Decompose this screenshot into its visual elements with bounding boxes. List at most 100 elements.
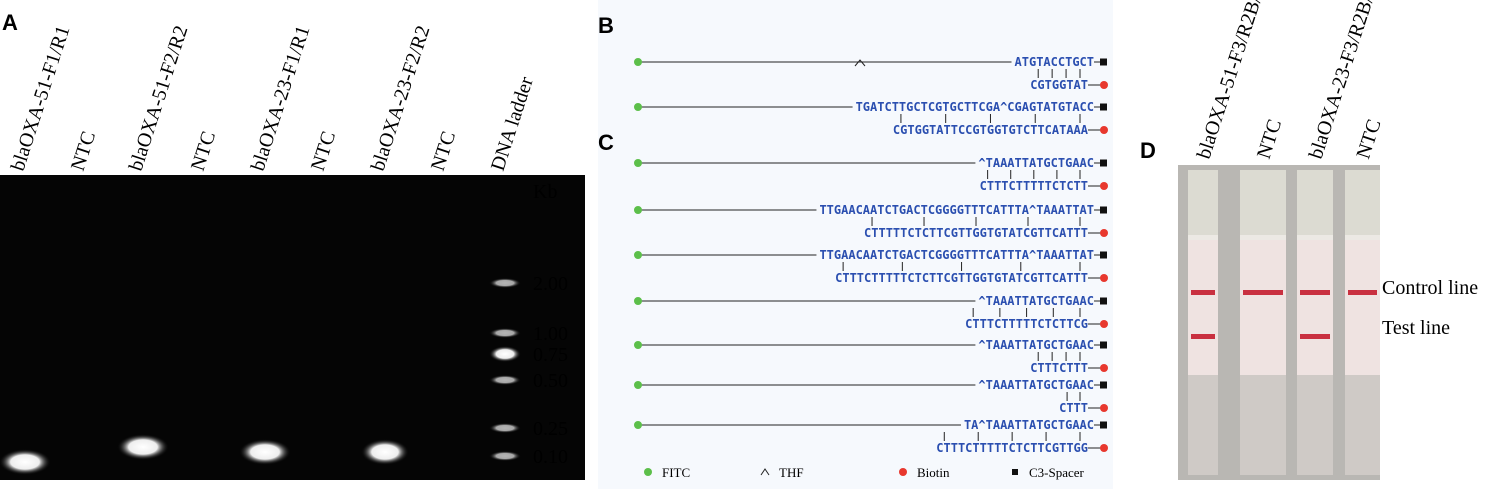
thf-marker [854,59,866,67]
lane-label: DNA ladder [487,74,538,174]
top-strand: ^TAAATTATGCTGAAC [978,338,1094,352]
test-line-label: Test line [1382,317,1450,339]
lane-label: blaOXA-23-F1/R1 [247,23,315,174]
top-strand: TTGAACAATCTGACTCGGGGTTTCATTTA^TAAATTAT [819,248,1094,262]
strip-pad [1240,375,1286,475]
strip-pad [1240,170,1286,235]
bottom-strand: CGTGGTATTCCGTGGTGTCTTCATAAA [893,123,1089,137]
fitc-marker [634,103,642,111]
test-line [1300,334,1330,339]
dna-band [239,439,291,465]
control-line [1300,290,1330,295]
biotin-marker [1100,320,1108,328]
top-strand: ^TAAATTATGCTGAAC [978,156,1094,170]
biotin-marker [1100,126,1108,134]
sequence-panel [598,0,1113,489]
ladder-label: 0.50 [533,370,568,392]
strip-pad [1345,375,1380,475]
strip-pad [1188,170,1218,235]
lane-label: NTC [307,129,340,174]
legend-label: C3-Spacer [1029,465,1085,480]
fitc-marker [634,159,642,167]
dna-band [361,439,409,465]
strip-window [1240,240,1286,375]
ladder-label: 0.75 [533,344,568,366]
strip-window [1188,240,1218,375]
lane-label: blaOXA-23-F2/R2 [367,23,435,174]
top-strand: TGATCTTGCTCGTGCTTCGA^CGAGTATGTACC [856,100,1094,114]
legend-label: THF [779,465,804,480]
bottom-strand: CTTTTTCTCTTCGTTGGTGTATCGTTCATTT [864,226,1088,240]
ladder-label: 0.10 [533,446,568,468]
fitc-marker [634,58,642,66]
ladder-label: 0.25 [533,418,568,440]
top-strand: ^TAAATTATGCTGAAC [978,378,1094,392]
ladder-band [489,375,521,385]
top-strand: ^TAAATTATGCTGAAC [978,294,1094,308]
control-line-label: Control line [1382,277,1478,299]
lane-label: NTC [187,129,220,174]
fitc-marker [634,381,642,389]
biotin-marker [1100,274,1108,282]
dna-band [117,434,169,460]
fitc-marker [634,421,642,429]
lane-label: NTC [67,129,100,174]
top-strand: TA^TAAATTATGCTGAAC [964,418,1094,432]
strip-window [1297,240,1333,375]
spacer-marker [1100,381,1107,389]
fitc-marker [634,251,642,259]
biotin-marker [1100,81,1108,89]
bottom-strand: CTTTCTTTTTCTCTTCGTTGG [936,441,1088,455]
fitc-marker [634,297,642,305]
biotin-marker [1100,364,1108,372]
panel-label: B [598,13,614,38]
strip-pad [1188,375,1218,475]
legend-symbol [644,468,652,476]
strip-label: NTC [1253,117,1286,162]
top-strand: ATGTACCTGCT [1015,55,1094,69]
ladder-band [489,423,521,433]
bottom-strand: CTTTCTTTTTCTCTT [980,179,1088,193]
spacer-marker [1100,297,1107,305]
biotin-marker [1100,229,1108,237]
lane-label: blaOXA-51-F2/R2 [125,23,193,174]
lane-label: NTC [427,129,460,174]
spacer-marker [1100,206,1107,214]
bottom-strand: CTTTCTTT [1030,361,1088,375]
control-line [1243,290,1283,295]
legend-label: Biotin [917,465,950,480]
ladder-band [489,346,521,362]
control-line [1348,290,1377,295]
legend-symbol [760,468,770,476]
strip-window [1345,240,1380,375]
strip-pad [1297,375,1333,475]
panel-label: A [2,10,18,35]
spacer-marker [1100,103,1107,111]
bottom-strand: CGTGGTAT [1030,78,1088,92]
ladder-band [489,328,521,338]
panel-label: C [598,130,614,155]
bottom-strand: CTTT [1059,401,1088,415]
spacer-marker [1100,341,1107,349]
ladder-label: 1.00 [533,323,568,345]
panel-label: D [1140,138,1156,163]
bottom-strand: CTTTCTTTTTCTCTTCGTTGGTGTATCGTTCATTT [835,271,1088,285]
dna-band [0,449,51,475]
legend-label: FITC [662,465,690,480]
spacer-marker [1100,58,1107,66]
ladder-band [489,278,521,288]
test-line [1191,334,1215,339]
spacer-marker [1100,251,1107,259]
strip-pad [1297,170,1333,235]
spacer-marker [1100,421,1107,429]
legend-symbol [899,468,907,476]
lane-label: blaOXA-51-F1/R1 [7,23,75,174]
spacer-marker [1100,159,1107,167]
unit-label: Kb [533,181,557,203]
ladder-label: 2.00 [533,273,568,295]
fitc-marker [634,206,642,214]
ladder-band [489,451,521,461]
biotin-marker [1100,404,1108,412]
top-strand: TTGAACAATCTGACTCGGGGTTTCATTTA^TAAATTAT [819,203,1094,217]
